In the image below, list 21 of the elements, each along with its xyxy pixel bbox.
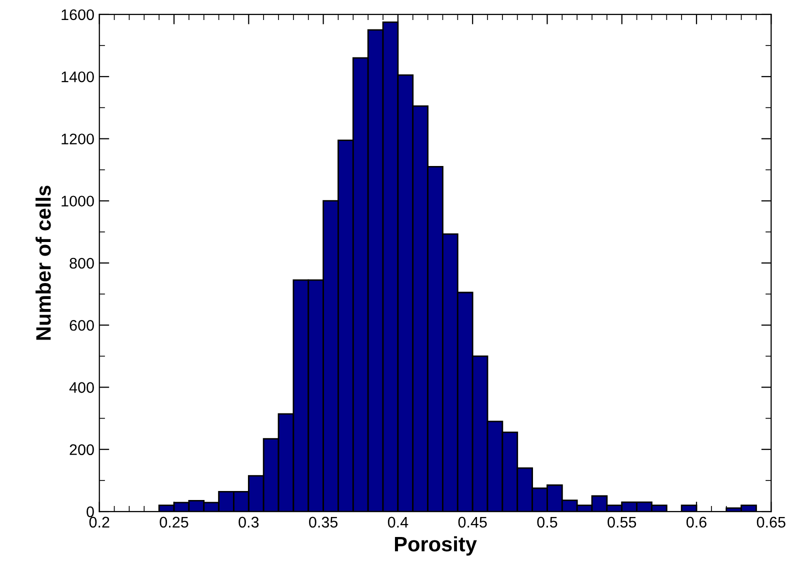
x-axis-title: Porosity (394, 536, 477, 556)
x-tick-label: 0.45 (458, 516, 487, 528)
y-tick-label: 1200 (62, 134, 94, 144)
y-tick-label: 600 (70, 320, 94, 331)
y-axis-title: Number of cells (36, 186, 51, 340)
x-tick-label: 0.2 (89, 516, 110, 528)
x-tick-label: 0.65 (756, 516, 786, 528)
y-tick-label: 1000 (62, 196, 94, 207)
y-tick-label: 800 (70, 258, 94, 269)
x-tick-label: 0.3 (238, 516, 259, 528)
x-tick-label: 0.5 (537, 516, 558, 528)
x-tick-label: 0.55 (608, 516, 636, 528)
y-tick-label: 0 (86, 506, 94, 518)
y-tick-label: 1600 (62, 9, 94, 20)
x-tick-label: 0.6 (686, 516, 706, 528)
x-tick-label: 0.4 (388, 516, 408, 528)
y-tick-label: 400 (69, 382, 94, 393)
y-tick-label: 200 (70, 444, 94, 456)
x-tick-label: 0.25 (160, 516, 188, 528)
y-tick-label: 1400 (62, 71, 94, 82)
x-tick-label: 0.35 (309, 516, 338, 528)
